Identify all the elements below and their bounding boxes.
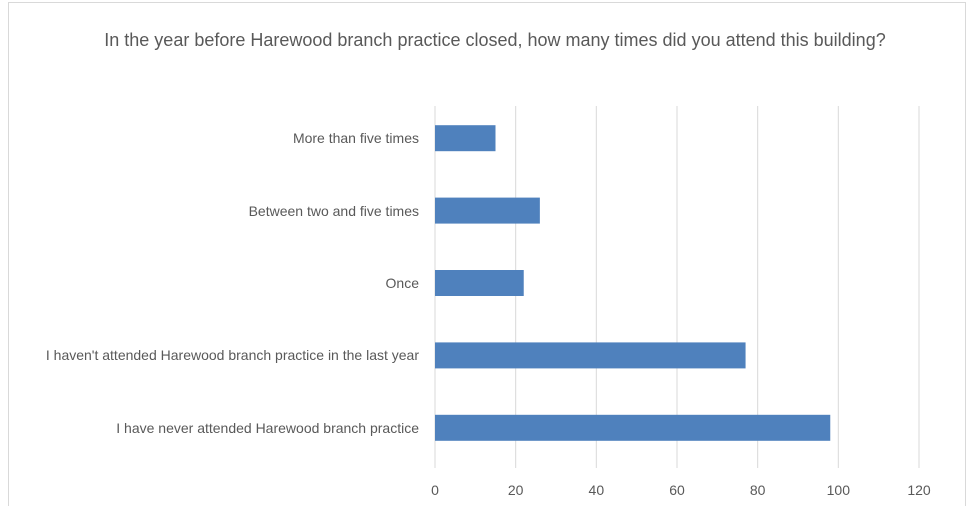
bar <box>435 125 496 152</box>
x-tick-label: 120 <box>907 482 931 498</box>
y-tick-label: More than five times <box>292 130 419 147</box>
bar <box>435 270 524 296</box>
x-tick-label: 80 <box>750 482 766 498</box>
y-tick-label: Between two and five times <box>248 202 419 219</box>
y-tick-label: Once <box>385 275 419 291</box>
y-tick-label: I have never attended Harewood branch pr… <box>116 419 419 436</box>
x-tick-label: 40 <box>589 482 605 498</box>
x-tick-label: 0 <box>431 482 439 498</box>
bar <box>435 414 831 441</box>
x-tick-label: 100 <box>827 482 851 498</box>
x-tick-label: 20 <box>508 482 524 498</box>
chart-title: In the year before Harewood branch pract… <box>104 30 886 50</box>
y-tick-label: I haven't attended Harewood branch pract… <box>45 347 419 364</box>
bar <box>435 342 746 369</box>
x-tick-label: 60 <box>669 482 685 498</box>
bar <box>435 197 540 224</box>
chart-border <box>8 2 966 506</box>
